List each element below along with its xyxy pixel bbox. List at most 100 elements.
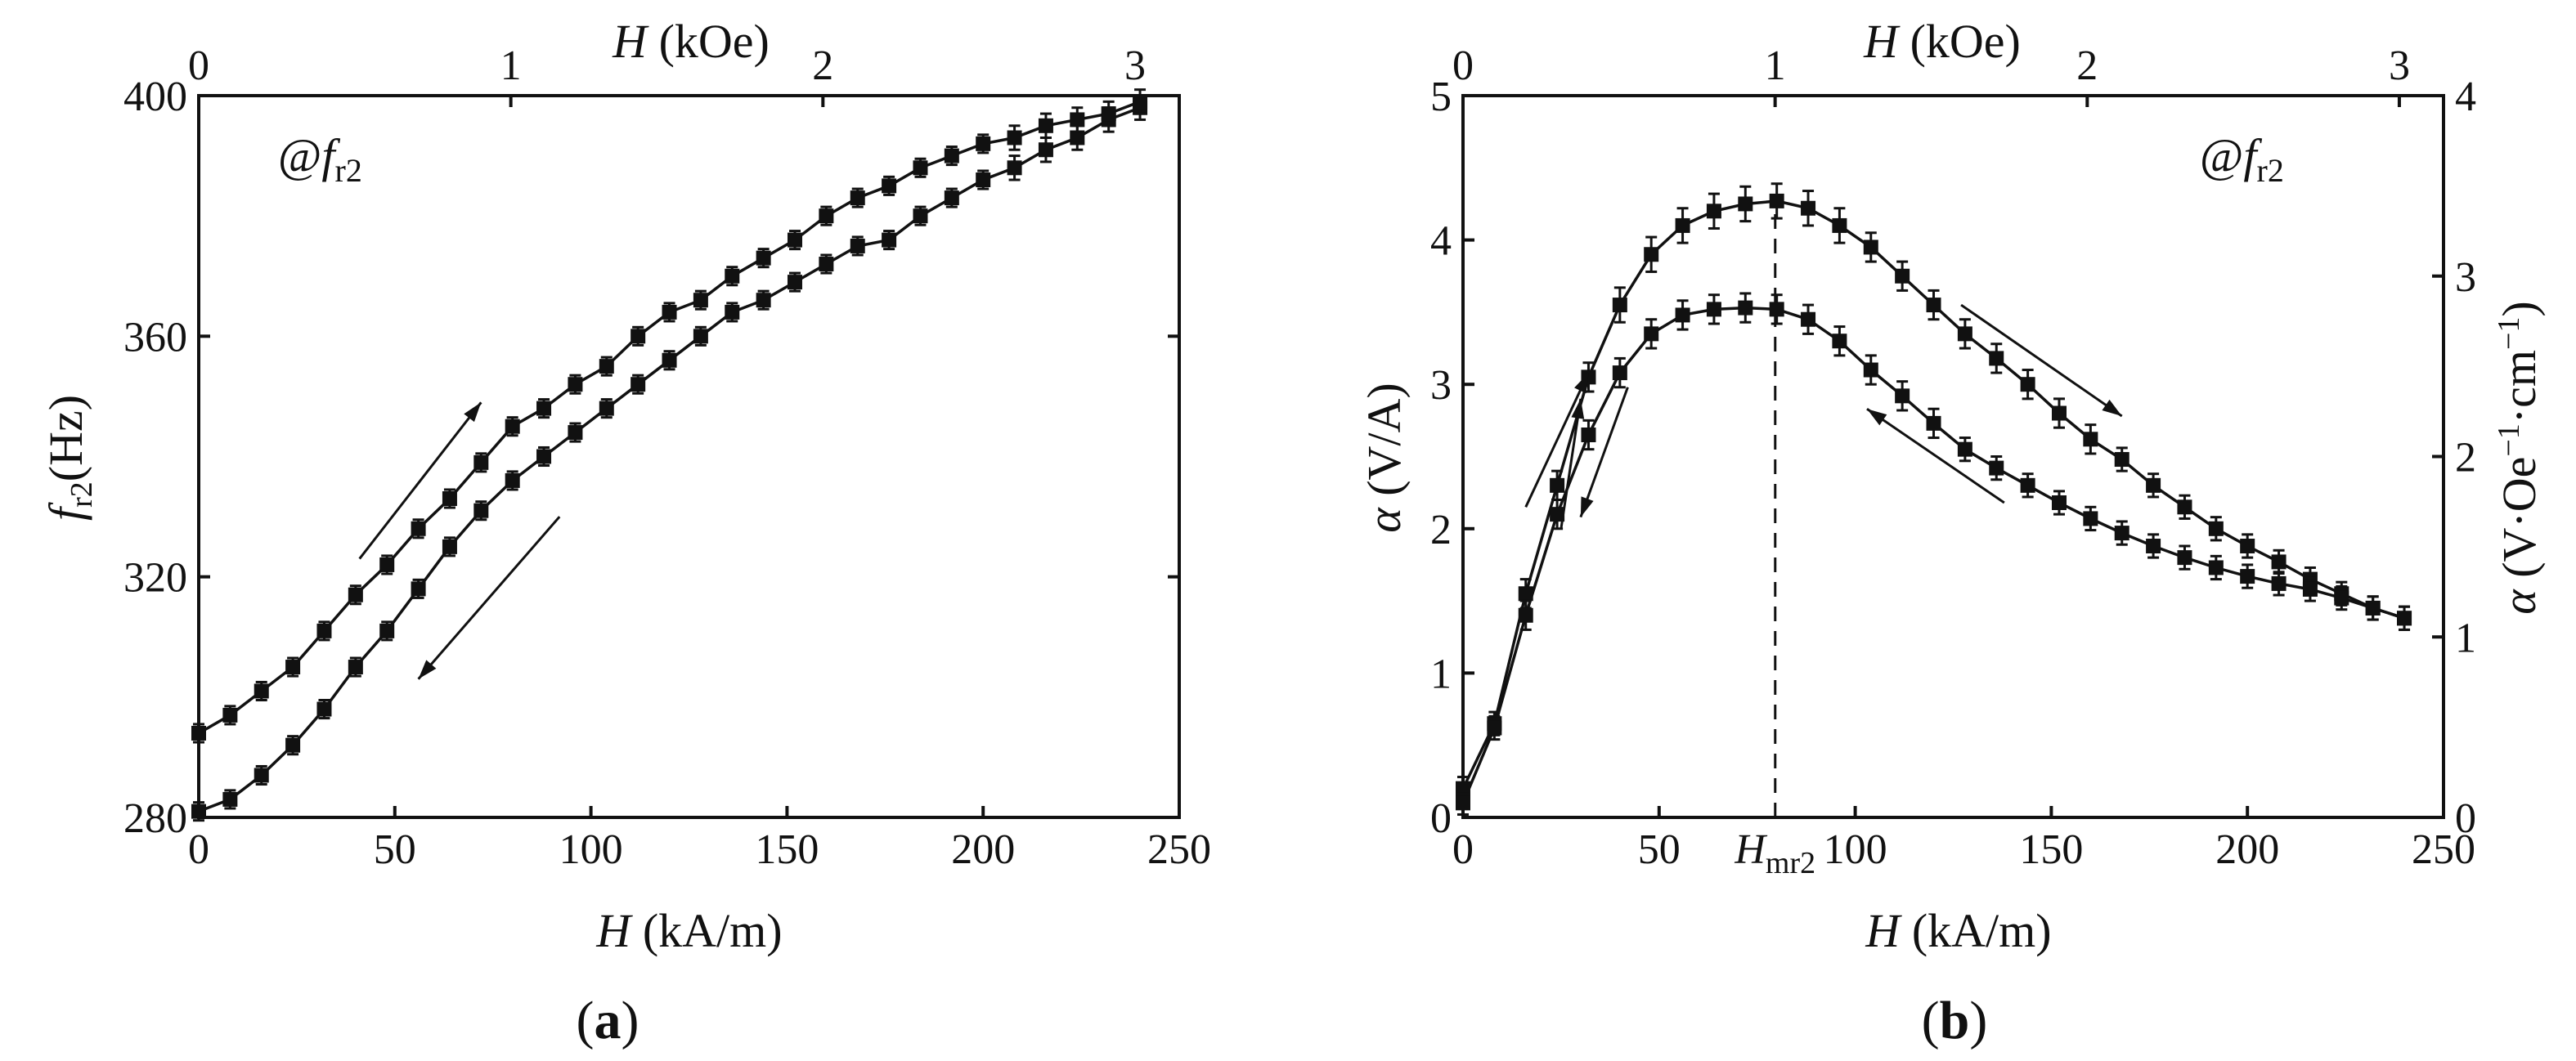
data-point (1863, 240, 1878, 255)
data-point (662, 352, 677, 368)
panel-b-label: (b) (1922, 991, 1988, 1050)
data-point (2083, 432, 2098, 447)
data-point (976, 172, 991, 188)
direction-arrow (1560, 398, 1582, 530)
arrow-head (464, 402, 482, 423)
y-tick-label: 4 (1430, 218, 1452, 265)
data-point (2397, 611, 2412, 626)
data-point (1832, 217, 1847, 233)
data-point (568, 425, 583, 441)
data-point (976, 136, 991, 151)
y-tick-label: 5 (1430, 74, 1452, 120)
y-tick-label: 280 (123, 795, 187, 842)
panel-a-label: (a) (577, 991, 640, 1050)
data-point (222, 791, 238, 807)
direction-arrow (1579, 387, 1629, 518)
top-x-tick-label: 1 (1765, 43, 1786, 89)
data-point (2020, 477, 2035, 493)
data-point (1070, 130, 1085, 145)
data-point (1612, 298, 1627, 313)
data-point (2240, 569, 2255, 584)
right-y-tick-label: 0 (2455, 795, 2476, 842)
series-1-line (198, 106, 1141, 813)
data-point (850, 190, 865, 206)
data-point (631, 329, 646, 344)
data-point (285, 660, 301, 675)
data-point (1769, 302, 1784, 317)
data-point (411, 581, 426, 597)
panel-b-top-xlabel: H (kOe) (1863, 15, 2021, 68)
data-point (1612, 365, 1627, 381)
data-point (725, 268, 740, 284)
data-point (756, 250, 771, 266)
data-point (882, 232, 897, 248)
data-point (348, 660, 363, 675)
data-point (2114, 452, 2129, 468)
x-tick-label: 250 (2412, 826, 2475, 873)
data-point (2146, 538, 2161, 553)
data-point (944, 148, 959, 163)
data-point (631, 377, 646, 392)
data-point (1007, 130, 1022, 145)
data-point (316, 701, 332, 717)
data-point (1926, 415, 1941, 431)
data-point (599, 359, 614, 374)
data-point (756, 293, 771, 308)
arrow-head (1574, 373, 1589, 394)
top-x-tick-label: 2 (812, 43, 833, 89)
data-point (2271, 575, 2287, 591)
panel-a-ticks (197, 94, 1181, 819)
data-point (2051, 405, 2067, 421)
panel-b-hmr2-label: Hmr2 (1734, 826, 1815, 880)
panel-b-ylabel: α (V/A) (1358, 383, 1411, 532)
data-point (1644, 326, 1659, 342)
data-point (2083, 511, 2098, 526)
data-point (1989, 460, 2004, 476)
data-point (568, 377, 583, 392)
top-x-tick-label: 3 (1124, 43, 1146, 89)
data-point (1550, 477, 1565, 493)
panel-a-plot-frame (197, 94, 1181, 819)
data-point (913, 160, 928, 176)
x-tick-label: 50 (1638, 826, 1681, 873)
data-point (1581, 428, 1596, 443)
data-point (1957, 326, 1972, 342)
x-tick-label: 200 (951, 826, 1015, 873)
data-point (725, 304, 740, 320)
data-point (662, 304, 677, 320)
data-point (2020, 377, 2035, 392)
panel-a-ylabel: fr2(Hz) (39, 395, 99, 521)
right-y-tick-label: 1 (2455, 615, 2476, 661)
series-1-line (1461, 199, 2405, 790)
data-point (505, 419, 520, 434)
data-point (1518, 607, 1533, 623)
data-point (2146, 477, 2161, 493)
top-x-tick-label: 1 (500, 43, 522, 89)
x-tick-label: 50 (374, 826, 416, 873)
data-point (285, 737, 301, 753)
y-tick-label: 3 (1430, 362, 1452, 409)
data-point (254, 768, 269, 783)
panel-a-curves (198, 100, 1141, 813)
panel-b-right-ylabel: α (V·Oe−1·cm−1) (2492, 301, 2546, 614)
data-point (693, 293, 708, 308)
panel-a-annotation: @fr2 (278, 129, 362, 189)
arrow-head (2102, 399, 2122, 417)
panel-b-annotation: @fr2 (2200, 129, 2284, 189)
top-x-tick-label: 3 (2389, 43, 2410, 89)
data-point (411, 521, 426, 536)
data-point (2208, 560, 2224, 575)
data-point (787, 275, 802, 290)
data-point (1070, 112, 1085, 128)
panel-b-xlabel: H (kA/m) (1865, 904, 2051, 957)
data-point (1038, 118, 1053, 133)
data-point (693, 329, 708, 344)
data-point (1133, 94, 1148, 110)
panel-b-arrows (1524, 303, 2123, 530)
panel-a-xlabel: H (kA/m) (595, 904, 782, 957)
data-point (1007, 160, 1022, 176)
data-point (1769, 193, 1784, 208)
